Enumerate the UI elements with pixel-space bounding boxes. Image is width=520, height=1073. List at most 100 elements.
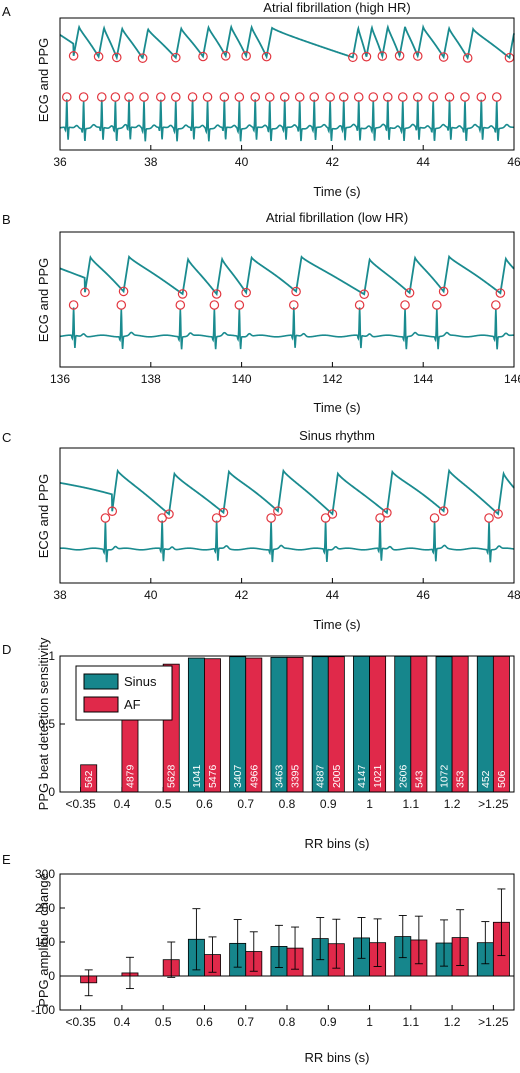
ecg-beat-marker <box>68 300 79 310</box>
error-bar <box>233 919 242 968</box>
ecg-beat-marker <box>78 92 89 102</box>
bar-count-label: 4966 <box>248 764 260 788</box>
ecg-beat-marker <box>484 513 494 523</box>
x-tick-label: 1 <box>366 797 373 811</box>
ecg-beat-marker <box>110 92 121 102</box>
ppg-beat-marker <box>241 287 251 298</box>
ecg-trace <box>59 307 514 350</box>
bar-count-label: 1021 <box>372 764 384 788</box>
bar-count-label: 4879 <box>124 764 136 788</box>
panel-d-axes-box <box>59 655 515 793</box>
ecg-beat-marker <box>325 92 335 102</box>
panel-b-title: Atrial fibrillation (low HR) <box>266 210 408 225</box>
panel-a-traces <box>59 23 515 142</box>
x-tick-label: 0.4 <box>114 1015 131 1029</box>
ppg-beat-marker <box>361 51 372 62</box>
x-tick-label: 0.7 <box>237 1015 254 1029</box>
panel-b-axes-box <box>59 231 515 368</box>
ppg-beat-marker <box>118 286 129 297</box>
ecg-beat-marker <box>175 300 186 310</box>
x-tick-label: 1.2 <box>444 1015 461 1029</box>
panel-b: B Atrial fibrillation (low HR) ECG and P… <box>2 210 520 415</box>
panel-e-ylabel: PPG amplitude change <box>36 873 51 1007</box>
panel-d-ylabel: PPG beat detection sensitivity <box>36 637 51 810</box>
ecg-beat-marker <box>375 513 385 523</box>
bar-count-label: 353 <box>455 770 467 788</box>
ppg-beat-marker <box>394 50 405 61</box>
error-bar <box>456 909 465 966</box>
error-bar <box>373 918 382 967</box>
ecg-beat-marker <box>139 92 149 102</box>
ppg-beat-marker <box>462 53 473 63</box>
ppg-beat-marker <box>377 51 388 61</box>
ecg-beat-marker <box>368 92 379 102</box>
error-bar <box>125 956 134 990</box>
ppg-beat-marker <box>291 286 301 297</box>
x-tick-label: 0.7 <box>237 797 254 811</box>
ecg-beat-marker <box>96 92 107 102</box>
error-bar <box>414 915 423 965</box>
panel-e-xlabel: RR bins (s) <box>304 1050 369 1065</box>
ppg-beat-marker <box>404 288 415 298</box>
x-tick-label: 38 <box>53 588 67 602</box>
bar-count-label: 562 <box>83 770 95 788</box>
error-bar <box>481 921 490 965</box>
x-tick-label: 0.6 <box>196 1015 213 1029</box>
panel-c-ylabel: ECG and PPG <box>36 474 51 559</box>
panel-label-b: B <box>2 212 11 227</box>
ecg-beat-marker <box>219 92 230 102</box>
ppg-beat-marker <box>198 51 208 62</box>
ppg-beat-marker <box>438 506 449 516</box>
ecg-beat-marker <box>354 300 365 310</box>
ecg-beat-marker <box>234 92 245 102</box>
panel-a-xticks: 36 38 40 42 44 46 <box>53 145 520 169</box>
ppg-beat-marker <box>211 289 222 299</box>
ecg-beat-marker <box>432 300 442 310</box>
error-bar <box>332 918 341 969</box>
ecg-beat-marker <box>250 92 261 102</box>
ppg-beat-marker <box>68 51 79 61</box>
y-tick-label: 0.5 <box>38 717 55 731</box>
ppg-beat-marker <box>327 509 338 519</box>
panel-a: A Atrial fibrillation (high HR) ECG and … <box>2 0 520 199</box>
ecg-beat-marker <box>289 300 299 310</box>
x-tick-label: 42 <box>235 588 249 602</box>
ppg-beat-marker <box>412 51 423 61</box>
ppg-beat-marker <box>137 53 148 63</box>
ecg-beat-marker <box>209 300 220 310</box>
x-tick-label: >1.25 <box>478 797 509 811</box>
legend-label-af: AF <box>124 697 141 712</box>
ecg-beat-marker <box>294 92 305 102</box>
error-bar <box>208 936 217 973</box>
bar-count-label: 543 <box>413 770 425 788</box>
ecg-beat-marker <box>187 92 198 102</box>
panel-c-traces <box>59 468 515 563</box>
legend-swatch-af <box>83 696 119 713</box>
error-bar <box>84 969 93 997</box>
ecg-beat-marker <box>491 300 501 310</box>
ppg-beat-marker <box>164 509 174 519</box>
panel-a-xlabel: Time (s) <box>313 184 360 199</box>
ecg-beat-marker <box>338 92 349 102</box>
x-tick-label: >1.25 <box>478 1015 509 1029</box>
ppg-beat-marker <box>495 288 506 298</box>
ppg-beat-marker <box>111 52 122 63</box>
x-tick-label: 0.9 <box>320 797 337 811</box>
panel-label-e: E <box>2 852 11 867</box>
x-tick-label: 42 <box>326 155 340 169</box>
bar-count-label: 4887 <box>315 764 327 788</box>
x-tick-label: 1.1 <box>402 1015 419 1029</box>
bar-count-label: 1041 <box>191 764 203 788</box>
ecg-beat-marker <box>412 92 423 102</box>
x-tick-label: 46 <box>507 155 520 169</box>
x-tick-label: 40 <box>235 155 249 169</box>
ppg-beat-marker <box>170 52 181 63</box>
ecg-beat-marker <box>444 92 455 102</box>
ecg-beat-marker <box>382 92 393 102</box>
ppg-beat-marker <box>218 507 229 518</box>
x-tick-label: 46 <box>417 588 431 602</box>
bar-count-label: 2005 <box>331 764 343 788</box>
x-tick-label: 0.5 <box>155 797 172 811</box>
ppg-beat-marker <box>80 287 90 298</box>
y-tick-label: 0 <box>48 969 55 983</box>
